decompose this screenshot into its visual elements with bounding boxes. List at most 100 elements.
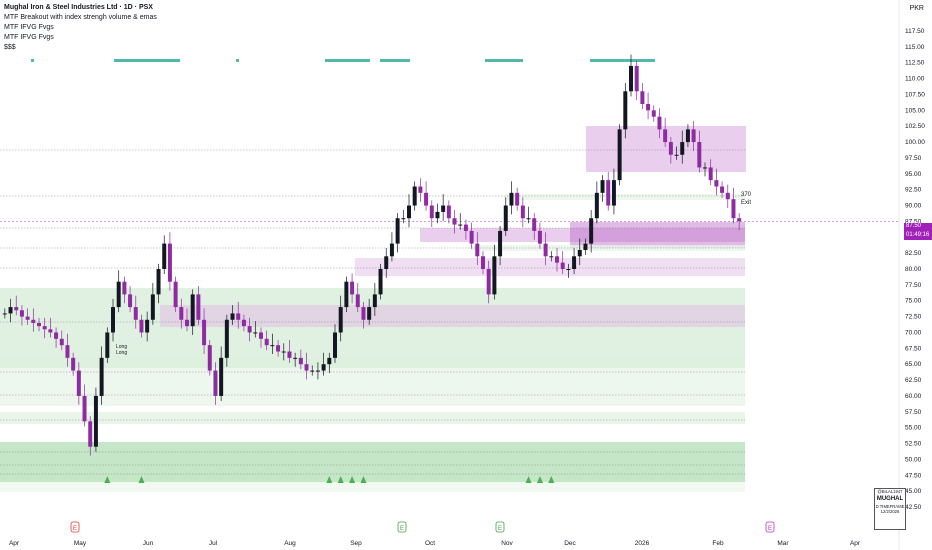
candle-body[interactable] (703, 167, 707, 169)
candle-body[interactable] (185, 319, 189, 327)
candle-body[interactable] (167, 243, 172, 282)
candle-body[interactable] (378, 269, 383, 295)
candle-body[interactable] (99, 357, 104, 396)
candle-body[interactable] (14, 307, 19, 311)
candle-body[interactable] (88, 421, 93, 447)
candle-body[interactable] (350, 281, 355, 295)
candle-body[interactable] (93, 395, 98, 447)
candle-body[interactable] (31, 319, 36, 323)
candle-body[interactable] (691, 129, 696, 143)
candle-body[interactable] (25, 316, 30, 320)
candle-body[interactable] (230, 313, 235, 320)
candle-body[interactable] (668, 142, 673, 155)
candle-body[interactable] (116, 281, 121, 308)
candle-body[interactable] (452, 218, 457, 225)
earnings-badge[interactable] (397, 521, 407, 533)
candle-body[interactable] (549, 256, 554, 258)
candle-body[interactable] (384, 256, 389, 269)
candle-body[interactable] (469, 230, 474, 244)
candle-body[interactable] (202, 319, 207, 346)
candle-body[interactable] (503, 205, 508, 231)
candle-body[interactable] (344, 281, 349, 308)
candle-body[interactable] (537, 230, 542, 244)
candle-body[interactable] (236, 313, 241, 320)
candle-body[interactable] (623, 91, 628, 130)
candle-body[interactable] (37, 322, 41, 327)
candle-body[interactable] (219, 357, 224, 396)
indicator-label[interactable]: MTF IFVG Fvgs (4, 34, 54, 41)
candle-body[interactable] (555, 256, 559, 263)
candle-body[interactable] (139, 319, 144, 333)
candle-body[interactable] (145, 319, 150, 333)
candle-body[interactable] (304, 364, 309, 371)
candle-body[interactable] (367, 307, 372, 320)
candle-body[interactable] (241, 319, 246, 327)
candle-body[interactable] (697, 142, 702, 168)
candle-body[interactable] (71, 357, 76, 371)
candle-body[interactable] (162, 243, 167, 269)
candle-body[interactable] (458, 224, 463, 226)
candle-body[interactable] (651, 110, 656, 117)
candle-body[interactable] (42, 326, 47, 330)
candle-body[interactable] (583, 243, 588, 250)
candle-body[interactable] (663, 129, 668, 143)
candle-body[interactable] (481, 256, 485, 269)
candle-body[interactable] (566, 269, 571, 270)
currency-label[interactable]: PKR (909, 5, 924, 12)
candle-body[interactable] (298, 357, 303, 365)
candle-body[interactable] (498, 230, 503, 257)
candle-body[interactable] (59, 338, 64, 346)
candle-body[interactable] (412, 186, 417, 206)
candle-body[interactable] (150, 294, 155, 320)
candle-body[interactable] (611, 180, 616, 206)
candle-body[interactable] (463, 224, 468, 231)
candle-body[interactable] (492, 256, 497, 295)
candle-body[interactable] (128, 294, 133, 308)
candle-body[interactable] (634, 65, 639, 92)
candle-body[interactable] (361, 307, 366, 320)
candle-body[interactable] (629, 65, 633, 92)
candle-body[interactable] (327, 357, 332, 365)
candle-body[interactable] (594, 192, 599, 219)
candle-body[interactable] (486, 269, 491, 295)
candle-body[interactable] (600, 180, 605, 193)
candle-body[interactable] (532, 218, 537, 231)
candle-body[interactable] (572, 256, 577, 269)
candle-body[interactable] (2, 313, 7, 315)
candle-body[interactable] (680, 142, 685, 155)
candle-body[interactable] (133, 307, 138, 320)
candle-body[interactable] (372, 294, 377, 308)
candle-body[interactable] (424, 192, 429, 206)
candle-body[interactable] (315, 370, 320, 372)
candle-body[interactable] (435, 211, 440, 219)
candle-body[interactable] (446, 205, 451, 219)
candle-body[interactable] (737, 218, 742, 222)
candle-body[interactable] (310, 370, 315, 372)
candle-body[interactable] (395, 218, 400, 244)
candle-body[interactable] (338, 307, 343, 333)
candle-body[interactable] (509, 192, 514, 206)
candle-body[interactable] (714, 180, 719, 187)
indicator-label[interactable]: $$$ (4, 44, 16, 51)
candle-body[interactable] (247, 326, 252, 333)
candle-body[interactable] (65, 345, 70, 358)
candle-body[interactable] (475, 243, 480, 257)
candle-body[interactable] (685, 129, 690, 143)
candle-body[interactable] (213, 370, 218, 396)
candle-body[interactable] (122, 281, 127, 295)
indicator-label[interactable]: MTF Breakout with index strengh volume &… (4, 14, 157, 21)
candle-body[interactable] (8, 307, 13, 314)
candle-body[interactable] (543, 243, 548, 257)
candle-body[interactable] (646, 103, 651, 111)
earnings-badge[interactable] (765, 521, 775, 533)
candle-body[interactable] (270, 345, 275, 347)
candle-body[interactable] (253, 332, 258, 334)
candle-body[interactable] (515, 192, 520, 206)
candle-body[interactable] (259, 332, 263, 339)
indicator-label[interactable]: MTF IFVG Fvgs (4, 24, 54, 31)
candle-body[interactable] (577, 249, 582, 257)
candle-body[interactable] (674, 154, 679, 156)
candle-body[interactable] (287, 351, 292, 358)
candle-body[interactable] (207, 345, 212, 371)
candle-body[interactable] (725, 192, 730, 200)
